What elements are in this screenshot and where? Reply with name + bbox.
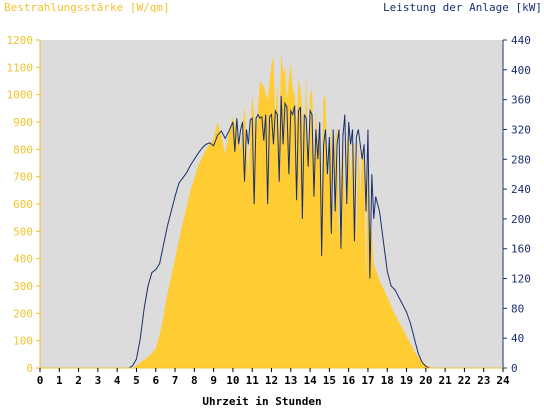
left-tick-label: 1100 — [7, 61, 34, 74]
x-axis-ticks: 0 1 2 3 4 5 6 7 8 9 10 11 12 13 14 15 16 17 18 19 20 21 22 23 24 — [37, 368, 510, 387]
right-tick-label: 280 — [511, 153, 531, 166]
x-tick-label: 16 — [342, 374, 356, 387]
left-axis-ticks: 0 100 200 300 400 500 600 700 800 900 1000 1100 1200 — [7, 34, 40, 375]
right-tick-label: 120 — [511, 273, 531, 286]
left-tick-label: 800 — [13, 143, 33, 156]
left-tick-label: 600 — [13, 198, 33, 211]
x-tick-label: 19 — [400, 374, 413, 387]
x-tick-label: 7 — [172, 374, 179, 387]
left-tick-label: 1000 — [7, 89, 34, 102]
power-line — [40, 95, 503, 369]
x-tick-label: 4 — [114, 374, 121, 387]
left-tick-label: 100 — [13, 335, 33, 348]
right-axis-ticks: 0 40 80 120 160 200 240 280 320 360 400 440 — [503, 34, 531, 375]
left-tick-label: 700 — [13, 171, 33, 184]
left-tick-label: 1200 — [7, 34, 34, 47]
x-tick-label: 11 — [246, 374, 260, 387]
left-tick-label: 200 — [13, 307, 33, 320]
right-tick-label: 40 — [511, 332, 524, 345]
x-tick-label: 0 — [37, 374, 44, 387]
right-tick-label: 320 — [511, 123, 531, 136]
left-tick-label: 900 — [13, 116, 33, 129]
left-tick-label: 0 — [26, 362, 33, 375]
x-tick-label: 2 — [75, 374, 82, 387]
right-tick-label: 200 — [511, 213, 531, 226]
x-tick-label: 17 — [361, 374, 374, 387]
x-tick-label: 24 — [496, 374, 510, 387]
right-tick-label: 160 — [511, 243, 531, 256]
x-tick-label: 10 — [226, 374, 239, 387]
x-tick-label: 18 — [381, 374, 394, 387]
x-tick-label: 20 — [419, 374, 432, 387]
right-tick-label: 400 — [511, 64, 531, 77]
x-tick-label: 22 — [458, 374, 471, 387]
x-tick-label: 3 — [95, 374, 102, 387]
left-tick-label: 300 — [13, 280, 33, 293]
x-tick-label: 1 — [56, 374, 63, 387]
right-tick-label: 360 — [511, 94, 531, 107]
x-tick-label: 23 — [477, 374, 490, 387]
right-tick-label: 80 — [511, 302, 524, 315]
x-tick-label: 9 — [210, 374, 217, 387]
x-tick-label: 15 — [323, 374, 336, 387]
x-tick-label: 8 — [191, 374, 198, 387]
x-tick-label: 14 — [303, 374, 317, 387]
left-tick-label: 400 — [13, 253, 33, 266]
left-tick-label: 500 — [13, 225, 33, 238]
right-axis-title: Leistung der Anlage [kW] — [383, 1, 542, 14]
x-tick-label: 13 — [284, 374, 297, 387]
x-tick-label: 21 — [439, 374, 453, 387]
x-tick-label: 5 — [133, 374, 140, 387]
irradiance-area — [40, 53, 503, 369]
x-tick-label: 6 — [152, 374, 159, 387]
right-tick-label: 440 — [511, 34, 531, 47]
x-axis-title: Uhrzeit in Stunden — [202, 395, 321, 408]
right-tick-label: 0 — [511, 362, 518, 375]
right-tick-label: 240 — [511, 183, 531, 196]
left-axis-title: Bestrahlungsstärke [W/qm] — [4, 1, 170, 14]
x-tick-label: 12 — [265, 374, 278, 387]
